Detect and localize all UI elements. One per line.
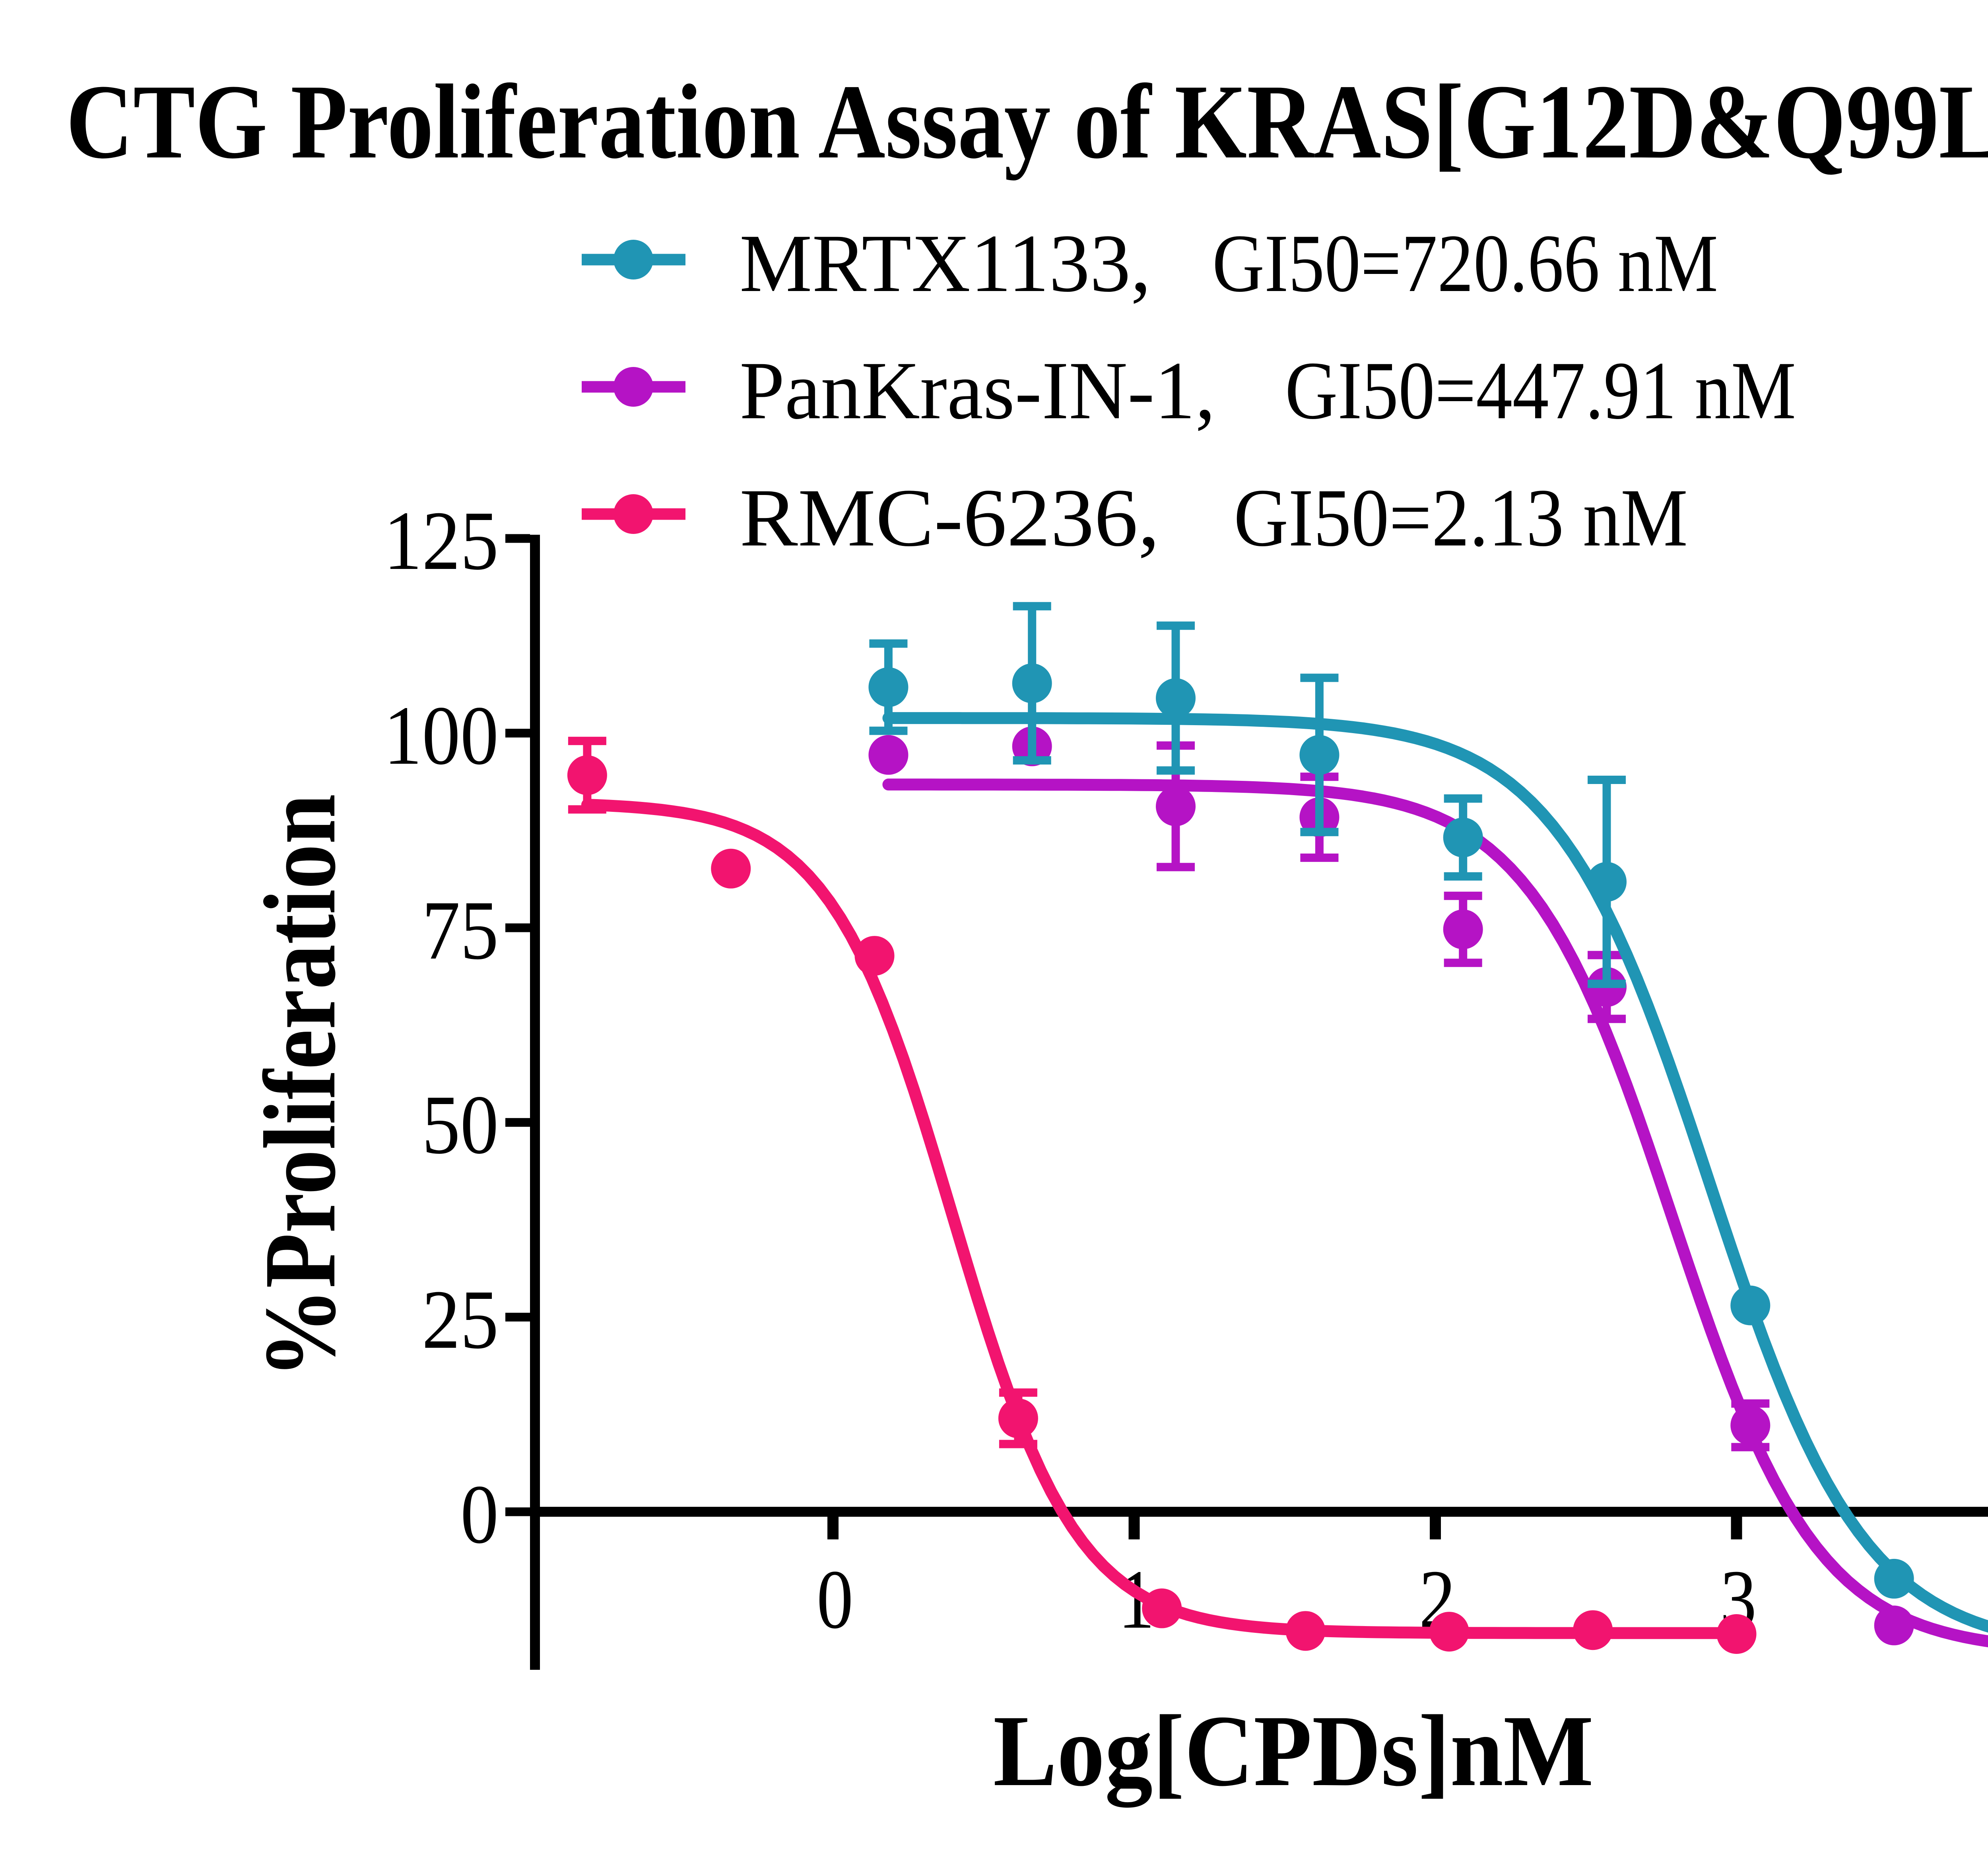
svg-text:GI50=447.91 nM: GI50=447.91 nM <box>1285 345 1796 436</box>
svg-text:125: 125 <box>384 494 499 587</box>
svg-text:CTG Proliferation Assay of KRA: CTG Proliferation Assay of KRAS[G12D&Q99… <box>66 62 1988 181</box>
svg-text:50: 50 <box>422 1078 499 1171</box>
svg-text:GI50=2.13 nM: GI50=2.13 nM <box>1234 472 1688 563</box>
svg-text:RMC-6236,: RMC-6236, <box>740 472 1160 563</box>
svg-text:0: 0 <box>817 1553 853 1646</box>
svg-text:0: 0 <box>460 1467 499 1561</box>
svg-text:100: 100 <box>384 689 499 782</box>
svg-text:%Proliferation: %Proliferation <box>243 794 357 1378</box>
svg-text:PanKras-IN-1,: PanKras-IN-1, <box>740 345 1215 436</box>
svg-text:GI50=720.66 nM: GI50=720.66 nM <box>1212 217 1718 309</box>
svg-text:25: 25 <box>422 1273 499 1366</box>
svg-text:Log[CPDs]nM: Log[CPDs]nM <box>993 1694 1594 1809</box>
svg-text:75: 75 <box>422 883 499 977</box>
svg-text:MRTX1133,: MRTX1133, <box>740 217 1151 309</box>
